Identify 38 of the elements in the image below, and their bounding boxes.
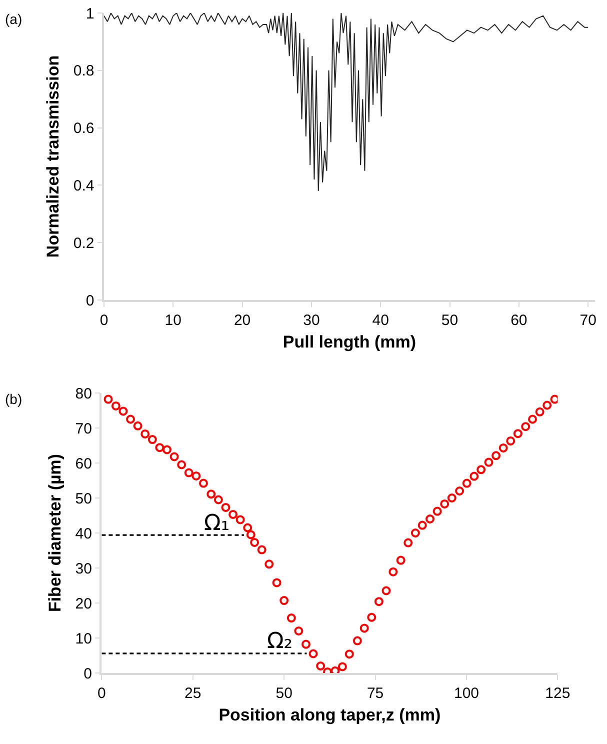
y-tick-label: 80 — [75, 385, 92, 402]
x-tick-label: 0 — [98, 684, 106, 702]
x-axis-title: Position along taper,z (mm) — [218, 706, 441, 725]
y-tick-label: 60 — [75, 455, 92, 472]
y-tick-label: 1 — [86, 5, 94, 22]
y-tick-label: 0.4 — [73, 177, 94, 194]
x-tick-label: 30 — [303, 312, 320, 329]
x-tick-label: 70 — [580, 312, 596, 329]
y-tick-label: 0.6 — [73, 120, 94, 138]
text: (a) — [5, 11, 22, 27]
x-tick-label: 0 — [100, 312, 108, 329]
y-tick-label: 0.2 — [73, 234, 94, 252]
x-tick-label: 125 — [545, 684, 570, 702]
x-tick-label: 50 — [441, 312, 458, 329]
y-tick-label: 40 — [75, 525, 92, 542]
y-tick-label: 20 — [75, 595, 92, 612]
y-tick-label: 0 — [84, 665, 92, 682]
y-tick-label: 10 — [75, 630, 92, 648]
x-tick-label: 25 — [184, 684, 202, 702]
text: (b) — [5, 391, 22, 407]
x-axis-title: Pull length (mm) — [282, 332, 416, 352]
x-tick-label: 10 — [164, 312, 182, 329]
annotation: Ω₁ — [204, 511, 230, 536]
x-tick-label: 20 — [234, 312, 251, 329]
y-axis-title: Normalized transmission — [43, 55, 62, 258]
x-tick-label: 40 — [372, 312, 389, 329]
y-tick-label: 30 — [75, 560, 92, 578]
y-tick-label: 0 — [86, 292, 94, 310]
x-tick-label: 100 — [454, 684, 480, 702]
y-tick-label: 70 — [75, 420, 92, 438]
line-series — [104, 13, 589, 192]
y-tick-label: 0.8 — [73, 62, 94, 80]
x-tick-label: 50 — [276, 684, 292, 702]
annotation: Ω₂ — [267, 629, 293, 654]
y-axis-title: Fiber diameter (µm) — [45, 454, 64, 612]
x-tick-label: 75 — [366, 684, 384, 702]
x-tick-label: 60 — [510, 312, 528, 329]
y-tick-label: 50 — [75, 490, 92, 508]
